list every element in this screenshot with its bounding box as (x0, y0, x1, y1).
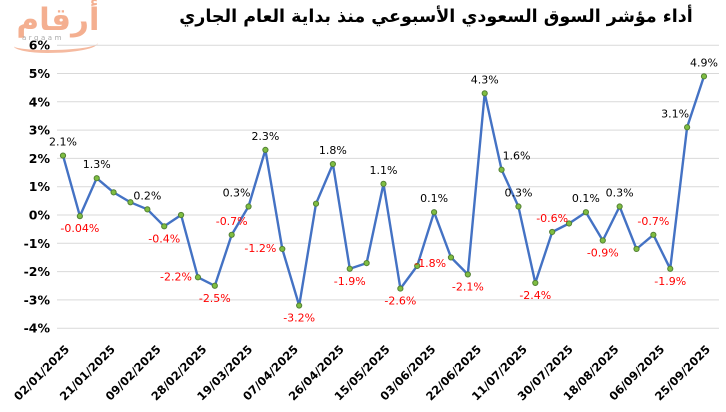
y-axis-tick-label: 2% (29, 151, 51, 166)
data-point-label: -3.2% (283, 312, 315, 325)
data-point-marker (312, 200, 320, 207)
data-point-label: -2.4% (519, 289, 551, 302)
data-point-label: 0.3% (504, 187, 532, 200)
y-axis-tick-label: 1% (29, 179, 51, 194)
data-point-marker (296, 302, 303, 309)
data-point-marker (515, 203, 522, 210)
data-point-marker (397, 285, 404, 292)
data-point-label: -1.9% (334, 275, 366, 288)
data-point-label: 1.1% (370, 164, 398, 177)
data-point-marker (582, 209, 590, 216)
data-point-label: -1.9% (654, 275, 686, 288)
data-point-label: 2.3% (251, 130, 279, 143)
data-point-marker (498, 166, 505, 173)
argaam-logo-arabic-wordmark: أرقام (16, 2, 100, 38)
data-point-label: 0.2% (133, 189, 161, 202)
data-point-marker (667, 265, 674, 272)
data-point-marker (616, 203, 623, 210)
y-axis-tick-label: 4% (29, 94, 51, 109)
data-point-marker (228, 231, 235, 238)
data-point-label: 0.3% (223, 187, 251, 200)
data-point-marker (211, 282, 218, 289)
data-point-marker (329, 160, 336, 168)
data-point-marker (93, 175, 100, 182)
y-axis-tick-label: 3% (29, 123, 51, 138)
y-axis-tick-label: -1% (24, 236, 51, 251)
data-point-label: 4.9% (690, 56, 718, 69)
data-point-label: -1.2% (244, 242, 276, 255)
data-point-marker (447, 254, 455, 261)
data-point-marker (59, 152, 67, 159)
data-point-marker (430, 209, 438, 216)
data-point-marker (464, 271, 471, 278)
y-axis-tick-label: -3% (24, 292, 51, 307)
data-point-label: -0.7% (637, 215, 669, 228)
data-point-marker (177, 211, 185, 219)
data-point-marker (363, 260, 370, 267)
data-point-marker (684, 124, 691, 131)
data-point-marker (279, 245, 286, 253)
data-point-marker (161, 223, 168, 230)
data-point-marker (380, 180, 387, 187)
data-point-label: -1.8% (414, 257, 446, 270)
data-point-label: 1.6% (503, 150, 531, 163)
data-point-label: -0.9% (587, 246, 619, 259)
y-axis-tick-label: 5% (29, 66, 51, 81)
data-point-marker (414, 262, 421, 270)
data-point-label: -2.6% (384, 295, 416, 308)
argaam-logo-swoosh (14, 36, 98, 53)
y-axis-tick-label: -4% (24, 321, 51, 336)
data-point-marker (481, 90, 488, 97)
y-axis-tick-label: -2% (24, 264, 51, 279)
y-axis-tick-label: 6% (29, 38, 51, 53)
data-point-label: 2.1% (49, 136, 77, 149)
data-point-marker (633, 245, 640, 253)
data-point-label: -0.4% (148, 232, 180, 245)
chart-title: أداء مؤشر السوق السعودي الأسبوعي منذ بدا… (179, 7, 693, 27)
data-point-label: -2.2% (160, 270, 192, 283)
data-point-marker (194, 274, 202, 281)
data-point-marker (262, 146, 269, 154)
data-point-marker (650, 231, 657, 238)
data-point-label: 0.1% (572, 192, 600, 205)
data-point-marker (76, 213, 83, 220)
data-point-marker (700, 73, 708, 80)
data-point-marker (144, 206, 151, 213)
data-point-label: 1.3% (83, 158, 111, 171)
data-point-marker (532, 279, 539, 287)
data-point-marker (245, 203, 252, 210)
data-point-marker (565, 220, 573, 227)
data-point-label: -0.6% (536, 212, 568, 225)
y-axis-tick-label: 0% (29, 208, 51, 223)
data-point-label: 0.3% (606, 187, 634, 200)
argaam-logo: أرقام argaam (8, 0, 108, 56)
data-point-marker (549, 228, 556, 236)
data-point-label: 3.1% (661, 107, 689, 120)
data-point-marker (599, 237, 606, 244)
data-point-marker (110, 189, 117, 196)
data-point-marker (127, 199, 134, 206)
data-point-label: 4.3% (471, 73, 499, 86)
data-point-label: -2.5% (199, 292, 231, 305)
data-point-label: 0.1% (420, 192, 448, 205)
data-point-label: -0.7% (216, 215, 248, 228)
data-point-label: 1.8% (319, 144, 347, 157)
data-point-label: -0.04% (60, 222, 99, 235)
data-point-marker (346, 265, 353, 272)
data-point-label: -2.1% (452, 280, 484, 293)
